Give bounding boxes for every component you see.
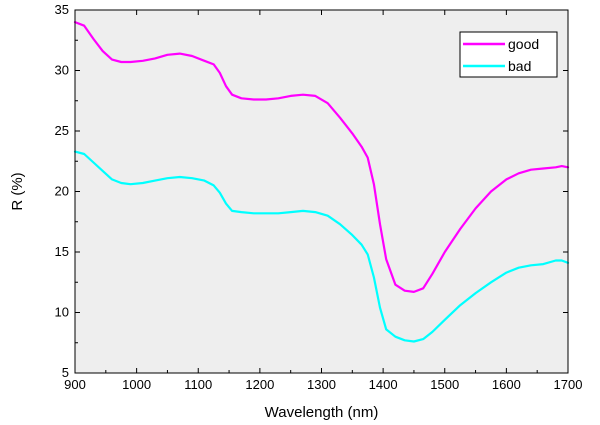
legend-box <box>459 31 558 78</box>
x-axis-label: Wavelength (nm) <box>265 404 379 421</box>
x-tick-label: 1700 <box>554 377 583 392</box>
series-layer <box>73 21 570 343</box>
series-line-good <box>73 21 570 293</box>
x-tick-label: 1400 <box>369 377 398 392</box>
legend-label-bad: bad <box>508 58 531 74</box>
x-tick-label: 1600 <box>492 377 521 392</box>
y-tick-label: 30 <box>55 63 69 78</box>
y-tick-label: 35 <box>55 2 69 17</box>
x-tick-label: 1300 <box>307 377 336 392</box>
y-axis-label: R (%) <box>9 172 26 210</box>
y-tick-label: 25 <box>55 123 69 138</box>
x-tick-label: 900 <box>64 377 86 392</box>
x-axis: 900 1000 1100 1200 1300 1400 1500 1600 1700 <box>64 10 582 392</box>
y-tick-label: 5 <box>62 365 69 380</box>
x-tick-label: 1500 <box>430 377 459 392</box>
legend: good bad <box>459 31 558 78</box>
y-tick-label: 10 <box>55 305 69 320</box>
legend-label-good: good <box>508 36 539 52</box>
y-axis: 5 10 15 20 25 30 35 <box>55 2 568 380</box>
x-tick-label: 1100 <box>184 377 212 392</box>
x-tick-label: 1200 <box>245 377 274 392</box>
x-tick-label: 1000 <box>122 377 151 392</box>
y-tick-label: 20 <box>55 184 69 199</box>
series-line-bad <box>73 150 570 343</box>
y-tick-label: 15 <box>55 244 69 259</box>
